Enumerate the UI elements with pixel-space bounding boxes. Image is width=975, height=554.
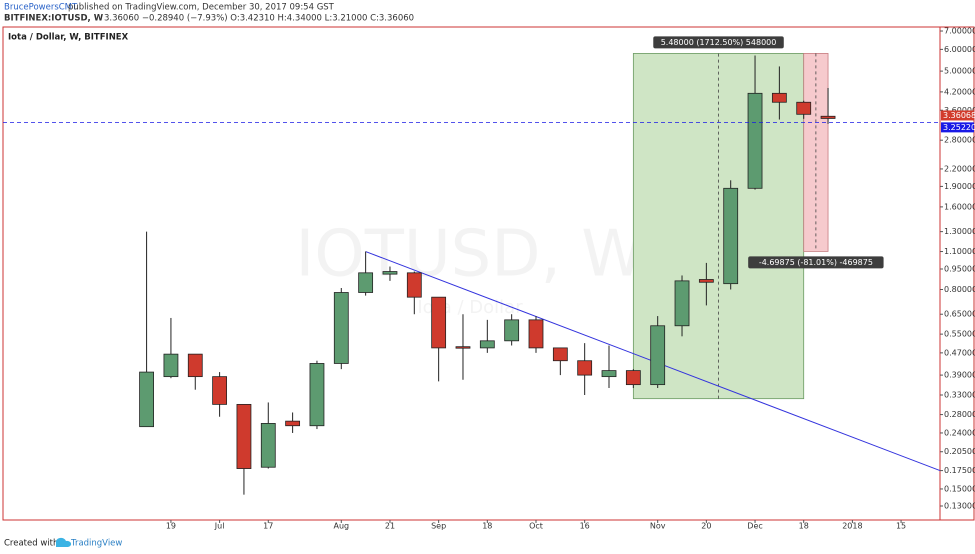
candle-body [504, 319, 520, 342]
x-tick-label: 15 [896, 522, 906, 531]
y-tick-label: 5.00000 [944, 67, 975, 76]
author[interactable]: BrucePowersCMT [4, 3, 78, 13]
x-tick-label: 21 [385, 522, 395, 531]
candle-body [528, 319, 544, 349]
y-tick-label: 0.39000 [944, 371, 975, 380]
chart-title: Iota / Dollar, W, BITFINEX [8, 33, 129, 43]
candle-body [358, 272, 374, 293]
measure-label: 5.48000 (1712.50%) 548000 [661, 38, 777, 47]
x-tick-label: Sep [431, 522, 446, 531]
y-tick-label: 1.90000 [944, 182, 975, 191]
candle-body [333, 292, 349, 364]
watermark: IOTUSD, W [295, 218, 644, 292]
y-tick-label: 0.55000 [944, 330, 975, 339]
candle-body [455, 346, 471, 349]
y-tick-label: 0.47000 [944, 348, 975, 357]
y-tick-label: 7.00000 [944, 27, 975, 36]
y-tick-label: 0.24000 [944, 428, 975, 437]
candle-body [552, 347, 568, 362]
candle-body [650, 325, 666, 386]
y-tick-label: 1.30000 [944, 227, 975, 236]
candle-body [309, 363, 325, 427]
footer-created: Created with [4, 539, 58, 549]
y-tick-label: 0.20500 [944, 447, 975, 456]
candle-body [698, 279, 714, 283]
price-marker: 3.36068 [943, 111, 975, 120]
candle-body [260, 423, 276, 468]
y-tick-label: 0.65000 [944, 310, 975, 319]
x-tick-label: Jul [214, 522, 225, 531]
y-tick-label: 6.00000 [944, 45, 975, 54]
candle-body [139, 371, 154, 428]
measure-label-bg [653, 36, 784, 49]
symbol: BITFINEX:IOTUSD, W [4, 14, 104, 24]
x-tick-label: Oct [529, 522, 543, 531]
x-tick-label: 20 [701, 522, 711, 531]
plot: 7.00000 6.00000 5.00000 4.20000 3.60000 2.800… [3, 27, 975, 531]
candle-body [577, 360, 593, 376]
candle-body [285, 420, 301, 427]
published: published on TradingView.com, December 3… [68, 3, 335, 13]
candle-body [382, 271, 398, 275]
y-tick-label: 0.15000 [944, 484, 975, 493]
y-tick-label: 2.80000 [944, 136, 975, 145]
candle-body [723, 187, 739, 285]
candle-body [212, 376, 228, 405]
logo [55, 537, 72, 547]
candle-body [674, 280, 690, 327]
measure-label-bg [748, 256, 884, 269]
candle-body [796, 101, 812, 115]
price-marker: 3.25220 [943, 123, 975, 132]
y-tick-label: 1.60000 [944, 202, 975, 211]
candle-body [820, 115, 836, 119]
price-axis [939, 26, 975, 521]
x-tick-label: 19 [166, 522, 176, 531]
candle-body [479, 340, 495, 349]
candle-body [163, 353, 179, 378]
x-tick-label: 18 [482, 522, 492, 531]
x-tick-label: 2018 [842, 522, 862, 531]
candle-body [771, 92, 787, 103]
candle-body [431, 296, 447, 349]
candle-body [406, 272, 422, 298]
candle-body [601, 370, 617, 378]
footer-brand[interactable]: TradingView [70, 539, 122, 549]
y-tick-label: 0.95000 [944, 265, 975, 274]
x-tick-label: Nov [650, 522, 666, 531]
y-tick-label: 0.17500 [944, 466, 975, 475]
y-tick-label: 0.33000 [944, 391, 975, 400]
candle-body [187, 353, 203, 378]
candle-body [625, 370, 641, 386]
y-tick-label: 4.20000 [944, 87, 975, 96]
measure-label: -4.69875 (-81.01%) -469875 [759, 258, 873, 267]
y-tick-label: 0.13000 [944, 502, 975, 511]
y-tick-label: 2.20000 [944, 164, 975, 173]
x-tick-label: 18 [799, 522, 809, 531]
x-tick-label: Aug [333, 522, 349, 531]
y-tick-label: 3.60000 [944, 106, 975, 115]
candle-body [747, 92, 763, 189]
candle-body [236, 403, 252, 469]
quote: 3.36060 −0.28940 (−7.93%) O:3.42310 H:4.… [104, 14, 414, 24]
y-tick-label: 0.80000 [944, 285, 975, 294]
x-tick-label: 16 [580, 522, 590, 531]
price-marker-bg [941, 110, 974, 121]
y-tick-label: 0.28000 [944, 410, 975, 419]
y-tick-label: 1.10000 [944, 247, 975, 256]
x-tick-label: 17 [263, 522, 273, 531]
x-tick-label: Dec [747, 522, 762, 531]
price-marker-bg [941, 122, 974, 133]
